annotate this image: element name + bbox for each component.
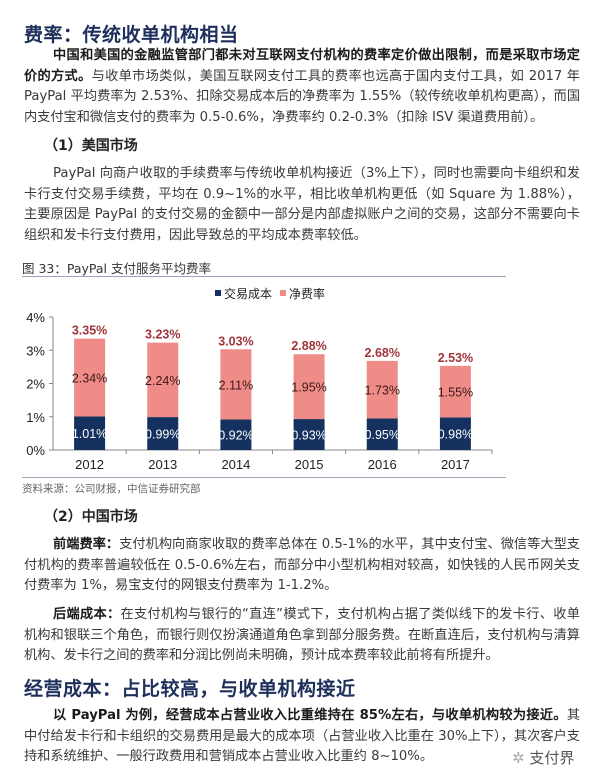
legend-swatch [280,290,286,296]
paragraph-bold-lead: 中国和美国的金融监管部门都未对互联网支付机构的费率定价做出限制，而是采取市场定价… [24,48,580,84]
figure-source: 资料来源：公司财报，中信证券研究部 [22,483,201,495]
paragraph-bold-lead: 前端费率： [53,537,120,552]
watermark-logo: ✲ 支付界 [512,747,574,768]
total-label: 2.88% [291,339,326,353]
data-label: 2.11% [219,378,254,392]
paragraph-back-end-cost: 后端成本：在支付机构与银行的“直连”模式下，支付机构占据了类似线下的发卡行、收单… [24,605,580,667]
y-tick-label: 3% [26,343,45,358]
x-tick-label: 2012 [75,457,104,472]
bar-net-rate [439,365,471,418]
paragraph-body: 其中付给发卡行和卡组织的交易费用是最大的成本项（占营业收入比重在 30%上下），… [24,708,580,764]
paragraph-us-market: PayPal 向商户收取的手续费率与传统收单机构接近（3%上下），同时也需要向卡… [24,166,580,243]
total-label: 3.23% [145,328,180,342]
x-tick-label: 2014 [221,457,250,472]
y-tick-label: 1% [26,410,45,425]
total-label: 2.68% [365,346,400,360]
source-rule [22,477,506,478]
y-tick-label: 4% [26,310,45,325]
legend-label: 交易成本 [224,286,272,301]
data-label: 2.24% [145,374,180,388]
wechat-icon: ✲ [512,749,530,767]
data-label: 1.95% [291,381,326,395]
paragraph-body: 支付机构向商家收取的费率总体在 0.5-1%的水平，其中支付宝、微信等大型支付机… [24,537,580,593]
paragraph-bold-lead: 后端成本： [53,607,121,622]
bar-transaction-cost [74,416,106,450]
bar-transaction-cost [220,419,252,450]
bar-net-rate [147,342,179,418]
data-label: 1.73% [365,384,400,398]
total-label: 3.03% [218,334,253,348]
data-label: 2.34% [72,372,107,386]
legend-label: 净费率 [289,286,325,301]
paragraph-bold-lead: 以 PayPal 为例，经营成本占营业收入比重维持在 85%左右，与收单机构较为… [53,708,567,723]
bar-transaction-cost [366,418,398,450]
caption-rule [22,276,506,277]
subheading-china-market: （2）中国市场 [44,509,138,525]
x-tick-label: 2015 [295,457,324,472]
bar-transaction-cost [147,417,179,450]
watermark-text: 支付界 [529,749,575,767]
section-title-operating-cost: 经营成本：占比较高，与收单机构接近 [24,678,356,700]
data-label: 0.99% [145,428,180,442]
data-label: 0.95% [365,428,400,442]
bar-net-rate [74,338,106,417]
subheading-us-market: （1）美国市场 [44,138,138,154]
legend-swatch [215,290,221,296]
section-title-fee-rate: 费率：传统收单机构相当 [24,24,239,46]
paragraph-body: 与收单市场类似，美国互联网支付工具的费率也远高于国内支付工具，如 2017 年 … [24,68,580,125]
paragraph-body: 在支付机构与银行的“直连”模式下，支付机构占据了类似线下的发卡行、收单机构和银联… [24,607,580,663]
data-label: 1.55% [438,386,473,400]
paragraph-operating-cost: 以 PayPal 为例，经营成本占营业收入比重维持在 85%左右，与收单机构较为… [24,706,580,768]
x-tick-label: 2013 [148,457,177,472]
figure-caption: 图 33：PayPal 支付服务平均费率 [22,261,211,276]
total-label: 3.35% [72,324,107,338]
bar-net-rate [293,354,325,420]
total-label: 2.53% [438,351,473,365]
bar-net-rate [366,360,398,419]
y-tick-label: 2% [26,377,45,392]
x-tick-label: 2016 [368,457,397,472]
data-label: 1.01% [72,427,107,441]
paypal-fee-chart: 交易成本 净费率 0% 1% 2% 3% 4% 1.01% 2.34% 3.35% 2012 0.99… [26,286,493,472]
y-tick-label: 0% [26,443,45,458]
x-tick-label: 2017 [441,457,470,472]
paragraph-fee-intro: 中国和美国的金融监管部门都未对互联网支付机构的费率定价做出限制，而是采取市场定价… [24,46,580,128]
data-label: 0.93% [291,429,326,443]
data-label: 0.92% [218,429,253,443]
data-label: 0.98% [438,428,473,442]
bar-transaction-cost [293,419,325,450]
bar-transaction-cost [439,417,471,450]
bar-net-rate [220,349,252,420]
paragraph-front-end-rate: 前端费率：支付机构向商家收取的费率总体在 0.5-1%的水平，其中支付宝、微信等… [24,535,580,597]
